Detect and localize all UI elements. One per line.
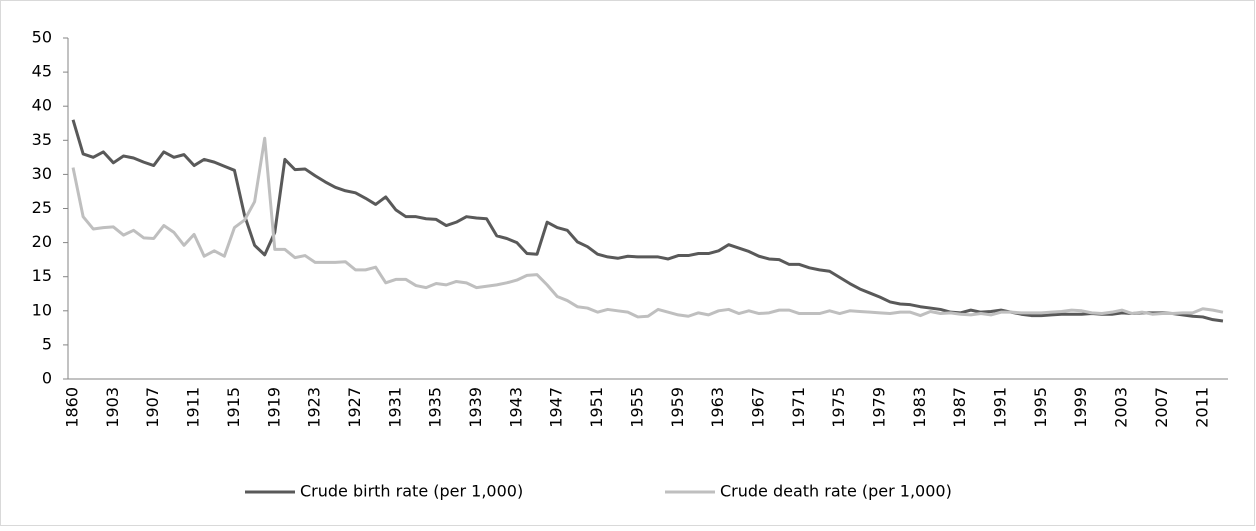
x-tick-label: 2003: [1112, 387, 1131, 428]
x-tick-label: 1907: [143, 387, 162, 428]
legend-label: Crude birth rate (per 1,000): [300, 482, 523, 501]
y-tick-label: 45: [32, 62, 52, 81]
y-tick-label: 35: [32, 130, 52, 149]
x-tick-label: 1947: [547, 387, 566, 428]
x-tick-label: 1991: [991, 387, 1010, 428]
x-tick-label: 1915: [224, 387, 243, 428]
y-tick-label: 0: [42, 369, 52, 388]
x-tick-label: 1963: [708, 387, 727, 428]
x-tick-label: 1983: [910, 387, 929, 428]
x-tick-label: 2007: [1152, 387, 1171, 428]
y-tick-label: 15: [32, 266, 52, 285]
x-tick-label: 1975: [829, 387, 848, 428]
y-tick-label: 10: [32, 300, 52, 319]
x-tick-label: 1923: [305, 387, 324, 428]
legend-label: Crude death rate (per 1,000): [720, 482, 952, 501]
x-tick-label: 1955: [627, 387, 646, 428]
x-tick-label: 1903: [103, 387, 122, 428]
x-tick-label: 1959: [668, 387, 687, 428]
x-tick-label: 1919: [264, 387, 283, 428]
y-tick-label: 20: [32, 232, 52, 251]
x-tick-label: 1927: [345, 387, 364, 428]
x-tick-label: 1999: [1071, 387, 1090, 428]
y-tick-label: 25: [32, 198, 52, 217]
x-tick-label: 1951: [587, 387, 606, 428]
y-tick-label: 50: [32, 28, 52, 47]
x-tick-label: 2011: [1192, 387, 1211, 428]
x-tick-label: 1935: [426, 387, 445, 428]
x-tick-label: 1995: [1031, 387, 1050, 428]
y-tick-label: 5: [42, 334, 52, 353]
x-tick-label: 1931: [385, 387, 404, 428]
y-tick-label: 30: [32, 164, 52, 183]
data-line: [71, 136, 1224, 319]
x-tick-label: 1967: [748, 387, 767, 428]
x-tick-label: 1860: [63, 387, 82, 428]
x-tick-label: 1971: [789, 387, 808, 428]
x-tick-label: 1939: [466, 387, 485, 428]
x-tick-label: 1987: [950, 387, 969, 428]
data-line: [71, 119, 1224, 323]
x-tick-label: 1911: [184, 387, 203, 428]
x-tick-label: 1943: [506, 387, 525, 428]
x-tick-label: 1979: [870, 387, 889, 428]
y-tick-label: 40: [32, 96, 52, 115]
